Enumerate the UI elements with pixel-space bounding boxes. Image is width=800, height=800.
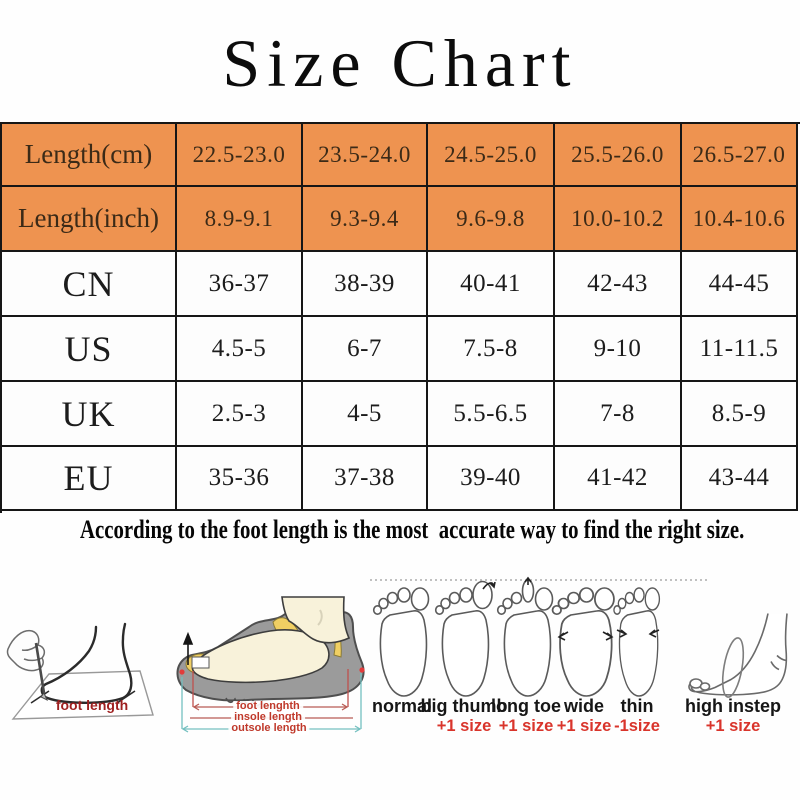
table-cell: 23.5-24.0	[303, 124, 428, 187]
hand-pencil-icon	[6, 629, 48, 702]
foot-type-label-high-instep: high instep	[685, 696, 781, 716]
footprint-big-thumb-icon	[434, 580, 496, 697]
table-cell: 38-39	[303, 252, 428, 317]
table-cell: 35-36	[177, 447, 303, 511]
footprint-normal-icon	[372, 587, 430, 697]
row-header-us: US	[2, 317, 177, 382]
table-cell: 26.5-27.0	[682, 124, 798, 187]
note-text: According to the foot length is the most…	[80, 515, 745, 544]
table-cell: 40-41	[428, 252, 555, 317]
insole-length-measure-label: insole length	[231, 711, 305, 724]
foot-shape-illustrations	[370, 576, 708, 697]
table-cell: 39-40	[428, 447, 555, 511]
table-cell: 8.5-9	[682, 382, 798, 447]
outsole-length-measure-label: outsole length	[228, 722, 310, 735]
foot-type-label-wide: wide	[563, 696, 605, 716]
foot-type-label-big-thumb: big thumb	[420, 696, 508, 716]
footprint-thin-icon	[613, 587, 661, 697]
foot-length-label: foot length	[55, 697, 129, 713]
table-cell: 9.3-9.4	[303, 187, 428, 252]
size-adjust-thin: -1size	[614, 717, 660, 735]
table-cell: 36-37	[177, 252, 303, 317]
table-cell: 22.5-23.0	[177, 124, 303, 187]
foot-type-label-thin: thin	[620, 696, 654, 716]
table-cell: 43-44	[682, 447, 798, 511]
row-header-uk: UK	[2, 382, 177, 447]
table-cell: 2.5-3	[177, 382, 303, 447]
table-cell: 24.5-25.0	[428, 124, 555, 187]
row-header-length-cm: Length(cm)	[2, 124, 177, 187]
table-cell: 11-11.5	[682, 317, 798, 382]
shoe-length-illustration	[176, 596, 365, 733]
table-cell: 25.5-26.0	[555, 124, 682, 187]
foot-type-label-normal: normal	[371, 696, 433, 716]
footprint-long-toe-icon	[496, 576, 554, 697]
table-cell: 41-42	[555, 447, 682, 511]
table-cell: 7.5-8	[428, 317, 555, 382]
table-cell: 5.5-6.5	[428, 382, 555, 447]
foot-type-label-long-toe: long toe	[491, 696, 561, 716]
table-cell: 4.5-5	[177, 317, 303, 382]
size-adjust-big-thumb: +1 size	[436, 717, 492, 735]
table-cell: 4-5	[303, 382, 428, 447]
size-adjust-long-toe: +1 size	[498, 717, 554, 735]
row-header-cn: CN	[2, 252, 177, 317]
row-header-length-inch: Length(inch)	[2, 187, 177, 252]
table-cell: 6-7	[303, 317, 428, 382]
table-cell: 9-10	[555, 317, 682, 382]
table-cell: 8.9-9.1	[177, 187, 303, 252]
table-cell: 10.4-10.6	[682, 187, 798, 252]
size-table: Length(cm) 22.5-23.0 23.5-24.0 24.5-25.0…	[0, 122, 800, 513]
table-cell: 7-8	[555, 382, 682, 447]
footprint-wide-icon	[551, 587, 615, 697]
height-arrow-icon	[182, 631, 194, 665]
table-cell: 37-38	[303, 447, 428, 511]
size-adjust-wide: +1 size	[556, 717, 612, 735]
table-cell: 42-43	[555, 252, 682, 317]
table-cell: 10.0-10.2	[555, 187, 682, 252]
size-adjust-high-instep: +1 size	[705, 717, 761, 735]
high-instep-illustration	[688, 613, 788, 698]
table-cell: 9.6-9.8	[428, 187, 555, 252]
foot-length-measure-label: foot lenghth	[233, 700, 303, 713]
page-title: Size Chart	[222, 25, 578, 101]
foot-measuring-illustration	[6, 622, 154, 720]
table-cell: 44-45	[682, 252, 798, 317]
row-header-eu: EU	[2, 447, 177, 511]
